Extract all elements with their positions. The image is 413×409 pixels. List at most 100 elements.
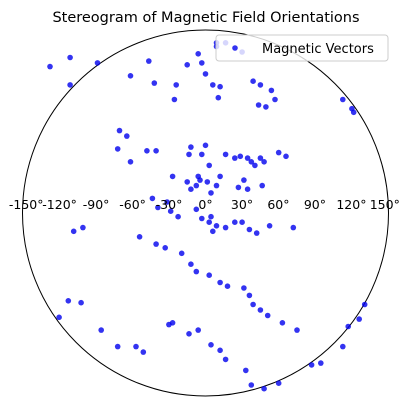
data-point [241,285,247,291]
data-point [179,251,185,257]
data-point [236,185,242,191]
data-point [170,320,176,326]
data-point [186,152,192,158]
data-point [223,225,229,231]
data-point [188,261,194,267]
data-point [98,327,104,333]
data-point [124,133,130,139]
data-point [195,327,201,333]
data-point [239,219,245,225]
data-point [206,272,212,278]
data-point [247,293,253,299]
data-point [137,234,143,240]
x-tick-label: 60° [267,197,289,212]
data-point [186,331,192,337]
data-point [141,349,147,355]
data-point [184,62,190,68]
data-point [259,183,265,189]
data-point [243,368,249,374]
data-point [153,241,159,247]
data-point [283,154,289,160]
data-point [194,183,200,189]
legend-label: Magnetic Vectors [262,42,374,57]
x-tick-label: -90° [83,197,110,212]
data-point [272,97,278,103]
data-point [115,146,121,152]
data-point [214,183,220,189]
data-point [238,154,244,160]
chart-title: Stereogram of Magnetic Field Orientation… [52,10,359,26]
data-point [217,84,223,90]
x-tick-label: 30° [231,197,253,212]
data-point [241,177,247,183]
data-point [249,382,255,388]
data-point [309,362,315,368]
data-point [340,97,346,103]
data-point [362,302,368,308]
data-point [208,342,214,348]
data-point [133,344,139,350]
data-point [47,64,53,70]
data-point [199,60,205,66]
data-point [291,225,297,231]
data-point [356,316,362,322]
data-point [146,58,152,64]
x-tick-label: 120° [336,197,366,212]
data-point [172,97,178,103]
data-point [345,324,351,330]
data-point [210,82,216,88]
data-point [194,269,200,275]
data-point [188,144,194,150]
data-point [128,73,134,79]
data-point [294,327,300,333]
data-point [203,143,209,149]
data-point [340,344,346,350]
data-point [223,357,229,363]
stereonet-boundary [23,30,389,396]
data-point [276,150,282,156]
data-point [153,148,159,154]
data-point [217,280,223,286]
x-tick-label: -30° [156,197,183,212]
data-point [261,386,267,392]
data-point [216,95,222,101]
data-point [269,88,275,94]
data-point [170,174,176,180]
data-point [217,174,223,180]
data-point [78,300,84,306]
data-point [117,128,123,134]
data-point [203,71,209,77]
data-point [318,360,324,366]
data-point [199,216,205,222]
x-tick-label: -120° [42,197,77,212]
data-point [197,177,203,183]
data-point [258,82,264,88]
data-points [47,40,367,392]
data-point [67,55,73,61]
data-point [276,380,282,386]
data-point [250,302,256,308]
x-tick-label: 90° [304,197,326,212]
data-point [247,227,253,233]
data-point [223,152,229,158]
data-point [232,155,238,161]
data-point [95,60,101,66]
data-point [245,186,251,192]
data-point [263,104,269,110]
data-point [152,80,158,86]
x-tick-labels: -150°-120° -90° -60° -30° 0° 30° 60° 90° 120° 150… [9,197,400,212]
data-point [210,229,216,235]
data-point [254,230,260,236]
data-point [267,223,273,229]
data-point [265,313,271,319]
data-point [195,51,201,57]
data-point [80,225,86,231]
data-point [217,348,223,354]
legend-marker [232,45,238,51]
data-point [206,219,212,225]
x-tick-label: -150° [9,197,44,212]
x-tick-label: 0° [198,197,212,212]
data-point [56,315,62,321]
data-point [256,102,262,108]
